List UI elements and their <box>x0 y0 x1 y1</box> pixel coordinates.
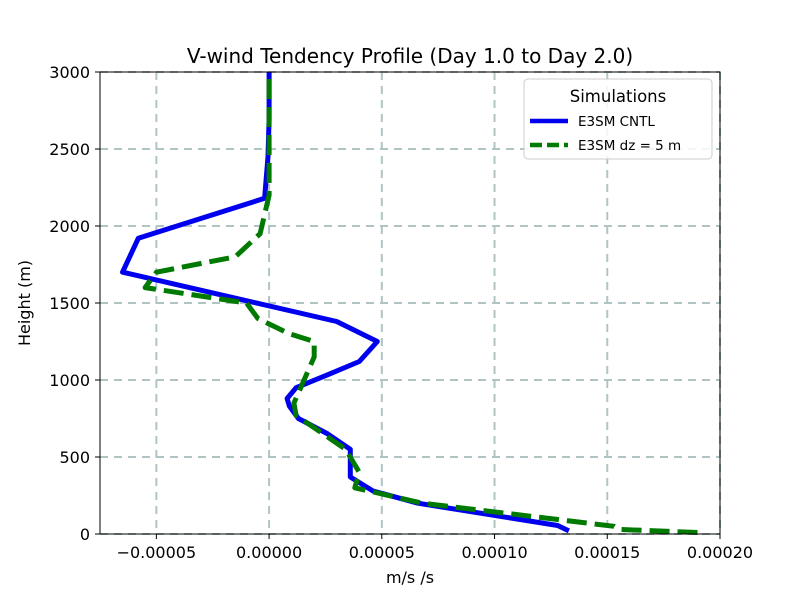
x-tick-label: −0.00005 <box>117 543 197 562</box>
y-tick-label: 2500 <box>49 140 90 159</box>
x-tick-label: 0.00005 <box>349 543 415 562</box>
x-tick-label: 0.00020 <box>687 543 753 562</box>
y-axis-ticks: 0 500 1000 1500 2000 2500 3000 <box>49 63 100 544</box>
legend-label-e3sm-dz-5m: E3SM dz = 5 m <box>578 138 681 154</box>
series-line-e3sm-cntl <box>120 72 570 534</box>
legend-label-e3sm-cntl: E3SM CNTL <box>578 114 655 130</box>
x-tick-label: 0.00000 <box>236 543 302 562</box>
chart-title: V-wind Tendency Profile (Day 1.0 to Day … <box>187 44 633 68</box>
legend-title: Simulations <box>570 87 667 106</box>
x-axis-ticks: −0.00005 0.00000 0.00005 0.00010 0.00015 0.00… <box>117 534 753 562</box>
legend: Simulations E3SM CNTL E3SM dz = 5 m <box>523 78 713 160</box>
y-tick-label: 3000 <box>49 63 90 82</box>
legend-box <box>523 78 713 160</box>
x-axis-label: m/s /s <box>386 568 434 587</box>
y-tick-label: 2000 <box>49 217 90 236</box>
x-tick-label: 0.00015 <box>574 543 640 562</box>
y-tick-label: 1500 <box>49 294 90 313</box>
y-tick-label: 1000 <box>49 371 90 390</box>
x-tick-label: 0.00010 <box>461 543 527 562</box>
y-tick-label: 0 <box>80 525 90 544</box>
series-line-e3sm-dz-5-m <box>142 72 698 535</box>
y-tick-label: 500 <box>59 448 90 467</box>
series-lines <box>120 72 698 535</box>
y-axis-label: Height (m) <box>15 260 34 346</box>
